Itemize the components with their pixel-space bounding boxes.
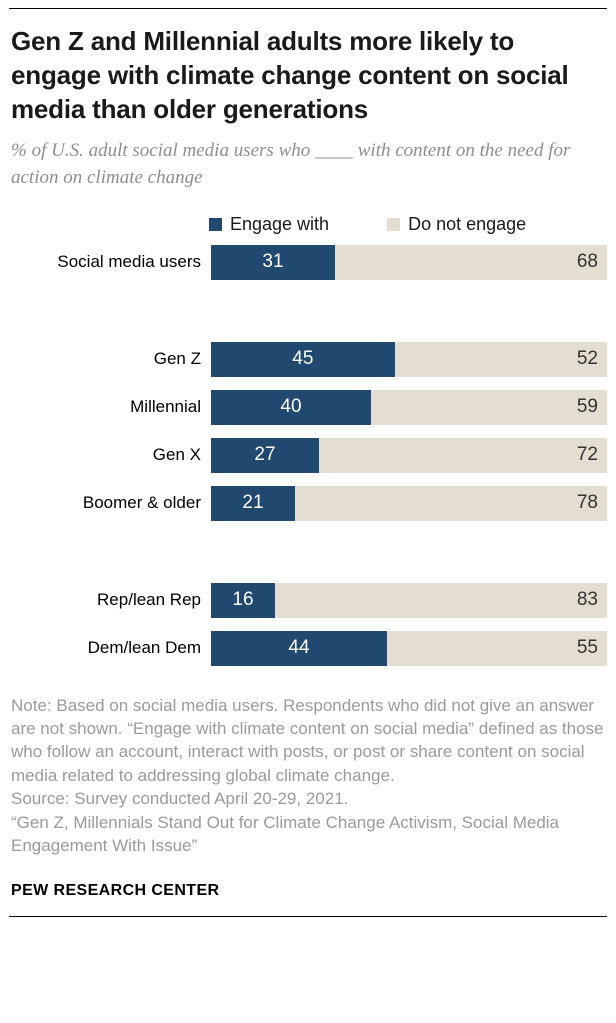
stacked-bar: 44 55 [211,630,607,666]
do-not-engage-segment: 52 [394,341,607,377]
notes-block: Note: Based on social media users. Respo… [9,694,607,858]
stacked-bar: 16 83 [211,582,607,618]
engage-segment: 31 [211,244,335,280]
report-title-text: “Gen Z, Millennials Stand Out for Climat… [11,812,560,856]
legend-label-do-not-engage: Do not engage [408,213,527,234]
bar-row: Gen X 27 72 [9,437,607,473]
engage-swatch [209,217,222,231]
note-text: Note: Based on social media users. Respo… [11,695,604,785]
do-not-engage-segment: 72 [319,437,607,473]
category-label: Gen X [152,445,201,465]
stacked-bar: 45 52 [211,341,607,377]
category-label: Boomer & older [82,493,201,513]
category-label: Rep/lean Rep [97,590,201,610]
chart-subtitle: % of U.S. adult social media users who _… [11,140,571,188]
chart-title: Gen Z and Millennial adults more likely … [11,26,569,124]
brand-name: PEW RESEARCH CENTER [11,881,220,899]
bar-group: Social media users 31 68 [9,244,607,280]
chart-groups: Social media users 31 68 Gen Z 45 52 Millennia… [9,244,607,666]
stacked-bar: 27 72 [211,437,607,473]
engage-segment: 27 [211,437,319,473]
bar-group: Gen Z 45 52 Millennial 40 59 Gen X 27 72 Boomer &… [9,341,607,521]
stacked-bar: 40 59 [211,389,607,425]
legend-item-do-not-engage: Do not engage [387,214,526,235]
engage-segment: 40 [211,389,371,425]
legend-item-engage: Engage with [209,214,329,235]
bar-row: Boomer & older 21 78 [9,485,607,521]
do-not-engage-swatch [387,217,401,231]
do-not-engage-segment: 55 [387,630,607,666]
bar-row: Millennial 40 59 [9,389,607,425]
stacked-bar: 31 68 [211,244,607,280]
category-label: Dem/lean Dem [87,638,201,658]
bar-group: Rep/lean Rep 16 83 Dem/lean Dem 44 55 [9,582,607,666]
bar-row: Rep/lean Rep 16 83 [9,582,607,618]
engage-segment: 45 [211,341,395,377]
chart-card: Gen Z and Millennial adults more likely … [0,8,616,917]
do-not-engage-segment: 59 [371,389,607,425]
source-text: Source: Survey conducted April 20-29, 20… [11,789,349,809]
engage-segment: 16 [211,582,275,618]
do-not-engage-segment: 68 [335,244,607,280]
engage-segment: 44 [211,630,387,666]
bar-row: Gen Z 45 52 [9,341,607,377]
top-divider [9,8,607,9]
category-label: Millennial [130,397,201,417]
bar-row: Dem/lean Dem 44 55 [9,630,607,666]
legend: Engage with Do not engage [209,214,607,235]
category-label: Gen Z [153,349,201,369]
do-not-engage-segment: 78 [295,485,607,521]
bar-row: Social media users 31 68 [9,244,607,280]
engage-segment: 21 [211,485,295,521]
legend-label-engage: Engage with [230,213,330,234]
stacked-bar: 21 78 [211,485,607,521]
do-not-engage-segment: 83 [274,582,607,618]
bottom-divider [9,915,607,917]
category-label: Social media users [57,252,201,272]
